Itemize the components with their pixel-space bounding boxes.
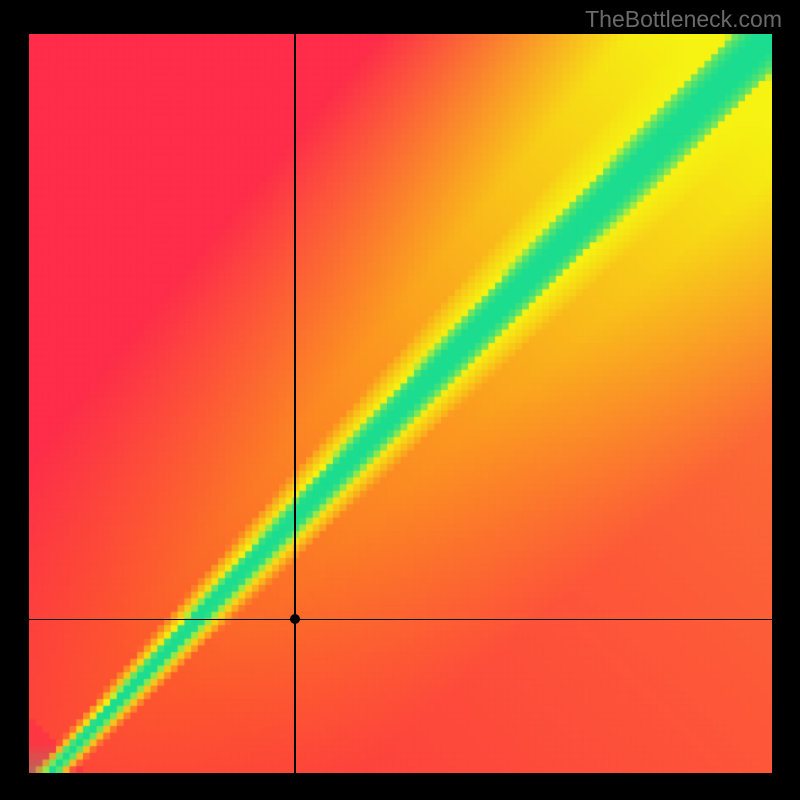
crosshair-horizontal: [29, 619, 772, 620]
bottleneck-heatmap: [29, 34, 772, 773]
chart-container: { "attribution": "TheBottleneck.com", "a…: [0, 0, 800, 800]
crosshair-vertical: [294, 34, 295, 773]
attribution-text: TheBottleneck.com: [585, 6, 782, 33]
